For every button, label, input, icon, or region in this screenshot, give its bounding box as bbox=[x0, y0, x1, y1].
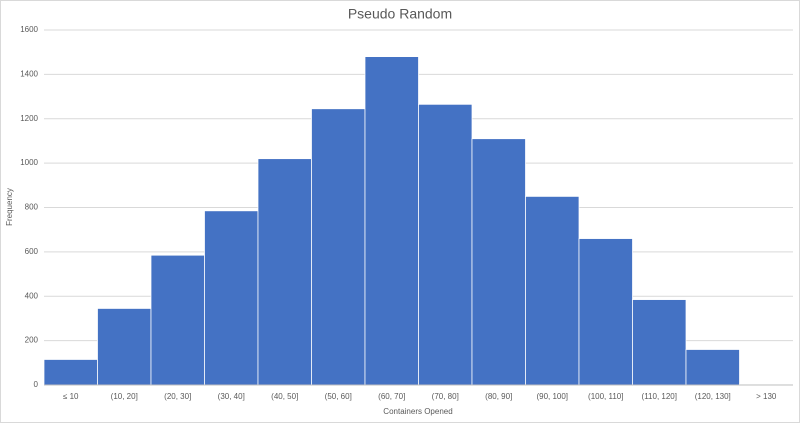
x-tick-label: (110, 120] bbox=[642, 392, 677, 401]
x-tick-label: (10, 20] bbox=[111, 392, 138, 401]
x-axis-label: Containers Opened bbox=[383, 407, 452, 416]
y-tick-label: 800 bbox=[25, 203, 39, 212]
y-axis-label: Frequency bbox=[5, 188, 14, 226]
bar bbox=[257, 158, 312, 386]
bar bbox=[311, 108, 366, 386]
y-tick-label: 600 bbox=[25, 247, 39, 256]
x-tick-label: ≤ 10 bbox=[63, 392, 79, 401]
y-tick-label: 1000 bbox=[20, 158, 38, 167]
y-tick-label: 0 bbox=[34, 380, 39, 389]
x-tick-label: (60, 70] bbox=[378, 392, 405, 401]
x-tick-label: (100, 110] bbox=[588, 392, 623, 401]
bar bbox=[418, 103, 473, 386]
x-tick-label: (30, 40] bbox=[218, 392, 245, 401]
x-tick-label: (70, 80] bbox=[432, 392, 459, 401]
x-tick-label: > 130 bbox=[756, 392, 777, 401]
bar bbox=[578, 238, 633, 386]
x-tick-label: (90, 100] bbox=[536, 392, 568, 401]
bar bbox=[364, 56, 419, 386]
x-tick-label: (40, 50] bbox=[271, 392, 298, 401]
y-tick-label: 1200 bbox=[20, 114, 38, 123]
bar bbox=[150, 254, 205, 386]
y-tick-label: 1600 bbox=[20, 25, 38, 34]
y-tick-label: 400 bbox=[25, 291, 39, 300]
x-tick-label: (120, 130] bbox=[695, 392, 731, 401]
bar bbox=[525, 196, 580, 386]
y-tick-label: 200 bbox=[25, 336, 39, 345]
x-tick-label: (20, 30] bbox=[164, 392, 191, 401]
bar bbox=[97, 308, 152, 386]
bar bbox=[43, 359, 98, 386]
chart-title: Pseudo Random bbox=[348, 6, 452, 22]
bar bbox=[471, 138, 526, 386]
bar bbox=[685, 349, 740, 386]
bar bbox=[632, 299, 687, 386]
y-tick-label: 1400 bbox=[20, 69, 38, 78]
bar bbox=[204, 210, 259, 386]
x-tick-label: (80, 90] bbox=[485, 392, 512, 401]
x-tick-label: (50, 60] bbox=[325, 392, 352, 401]
